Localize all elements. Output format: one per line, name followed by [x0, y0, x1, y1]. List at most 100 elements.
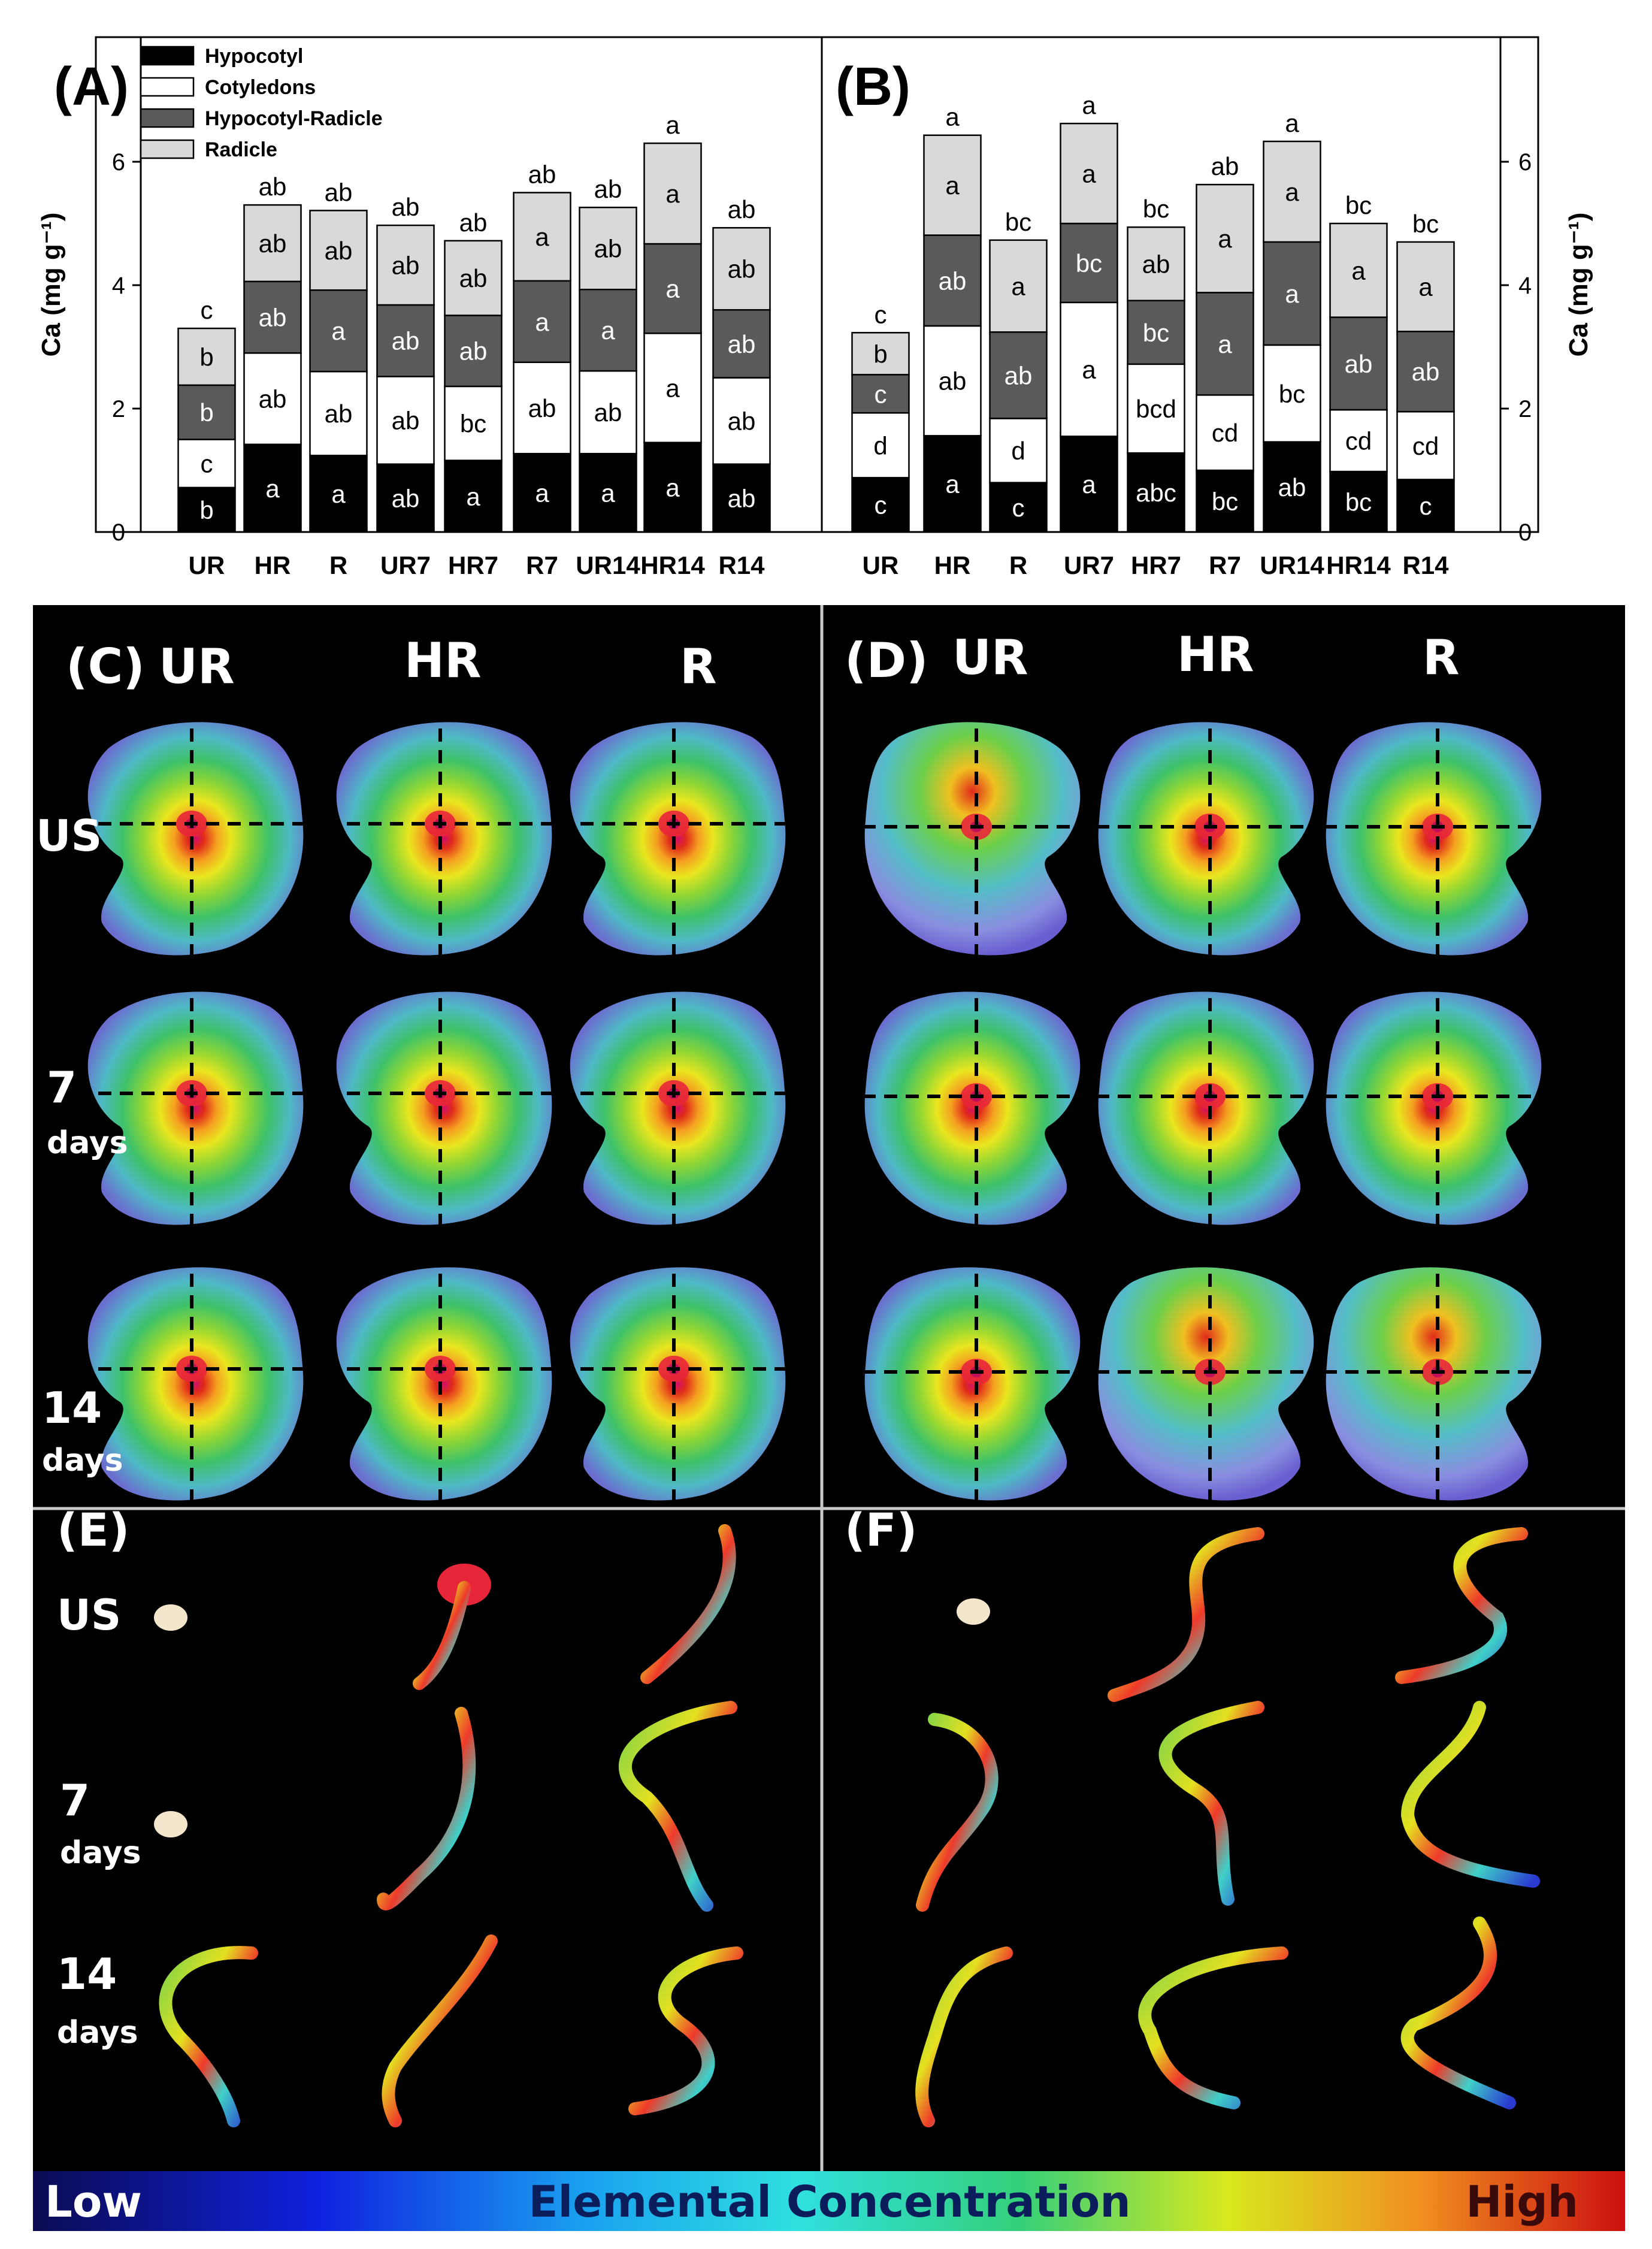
- bar-segment: [1329, 409, 1388, 473]
- hotspot-core: [668, 818, 680, 829]
- bar-segment: [1329, 222, 1388, 318]
- x-tick-label: UR7: [380, 551, 431, 579]
- panel-cd-background: [33, 605, 1625, 1509]
- seed-heat-region: [87, 1267, 304, 1501]
- bar-segment: [989, 239, 1048, 333]
- segment-label: c: [1420, 492, 1432, 520]
- legend-swatch: [140, 108, 195, 128]
- hotspot-core: [186, 818, 198, 829]
- bar-segment: [376, 463, 435, 533]
- x-tick-label: R: [329, 551, 347, 579]
- bar-segment: [1127, 363, 1185, 454]
- row-label-c-14: 14: [42, 1383, 102, 1433]
- seed-map: [1096, 707, 1324, 965]
- hotspot: [961, 814, 992, 840]
- root-f-14-r: [1400, 1917, 1516, 2109]
- segment-label: ab: [1142, 250, 1170, 278]
- hotspot-core: [186, 1364, 198, 1374]
- segment-label: a: [535, 223, 549, 251]
- total-label: c: [875, 300, 887, 328]
- ungerminated-seed: [154, 1604, 187, 1631]
- seed-heat-region: [1326, 992, 1542, 1225]
- y-tick-label: 4: [112, 273, 125, 299]
- segment-label: a: [665, 180, 680, 208]
- segment-label: c: [875, 491, 887, 519]
- root-e-7-r: [619, 1701, 737, 1912]
- bar-segment: [579, 206, 637, 291]
- panel-ef-background: [33, 1509, 1625, 2171]
- segment-label: b: [873, 340, 887, 368]
- bar-segment: [989, 418, 1048, 483]
- seed-heat-region: [336, 1267, 552, 1501]
- hotspot-core: [434, 1088, 446, 1099]
- segment-label: a: [466, 482, 480, 510]
- seed-heat-region: [1098, 722, 1314, 956]
- segment-label: ab: [459, 264, 488, 292]
- segment-label: ab: [392, 484, 420, 512]
- x-tick-label: R14: [718, 551, 765, 579]
- bar-segment: [1396, 241, 1455, 332]
- segment-label: ab: [939, 367, 967, 395]
- total-label: a: [945, 103, 960, 131]
- bar-segment: [513, 192, 571, 282]
- segment-label: abc: [1136, 479, 1176, 507]
- bar-segment: [1329, 470, 1388, 533]
- ungerminated-seed: [957, 1598, 990, 1625]
- seed-map: [326, 1252, 554, 1510]
- total-label: ab: [459, 208, 488, 237]
- segment-label: bc: [1345, 488, 1372, 516]
- seed-heat-region: [87, 722, 304, 956]
- segment-label: ab: [1004, 361, 1033, 389]
- seed-map: [1324, 707, 1551, 965]
- segment-label: a: [1011, 273, 1025, 301]
- x-tick-label: R14: [1402, 551, 1449, 579]
- y-tick-label: 2: [1518, 396, 1532, 422]
- total-label: ab: [594, 175, 622, 203]
- segment-label: a: [265, 474, 280, 503]
- segment-label: ab: [325, 400, 353, 428]
- bar-segment: [309, 289, 368, 373]
- hotspot-core: [434, 1364, 446, 1374]
- hotspot-core: [1204, 1091, 1216, 1102]
- y-tick-label: 4: [1518, 273, 1532, 299]
- seed-map: [1324, 1252, 1551, 1510]
- seed-map: [78, 707, 305, 965]
- root-e-us-r: [640, 1524, 736, 1684]
- panel-ef-root-maps: [154, 1524, 1540, 2127]
- segment-label: a: [1285, 280, 1299, 308]
- hotspot: [961, 1083, 992, 1110]
- bar-segment: [1396, 331, 1455, 413]
- hotspot-core: [1204, 1367, 1216, 1377]
- segment-label: ab: [259, 385, 287, 413]
- bar-segment: [1396, 479, 1455, 533]
- bar-segment: [309, 210, 368, 291]
- hotspot: [658, 1356, 689, 1382]
- segment-label: a: [1218, 330, 1232, 358]
- row-label-c-7: 7: [47, 1062, 77, 1113]
- seed-heat-region: [570, 992, 786, 1225]
- bar-segment: [923, 134, 982, 236]
- bar-segment: [851, 412, 910, 479]
- hotspot: [425, 1356, 456, 1382]
- bar-segment: [643, 332, 702, 443]
- root-e-14-r: [628, 1946, 743, 2115]
- segment-label: a: [1082, 356, 1096, 384]
- segment-label: ab: [594, 235, 622, 263]
- x-tick-label: R7: [526, 551, 558, 579]
- panel-label-f: (F): [845, 1503, 917, 1556]
- bar-segment: [989, 482, 1048, 533]
- segment-label: ab: [728, 407, 756, 436]
- segment-label: ab: [259, 304, 287, 332]
- bar-segment: [712, 463, 771, 533]
- seed-map: [863, 977, 1090, 1234]
- hotspot-core: [970, 821, 982, 832]
- segment-label: ab: [528, 394, 556, 422]
- bar-segment: [851, 332, 910, 376]
- hotspot-core: [1432, 1091, 1444, 1102]
- segment-label: a: [945, 171, 960, 199]
- y-axis-label: Ca (mg g⁻¹): [37, 213, 66, 357]
- segment-label: a: [1418, 273, 1433, 301]
- bar-segment: [376, 224, 435, 306]
- y-tick-label: 6: [112, 149, 125, 176]
